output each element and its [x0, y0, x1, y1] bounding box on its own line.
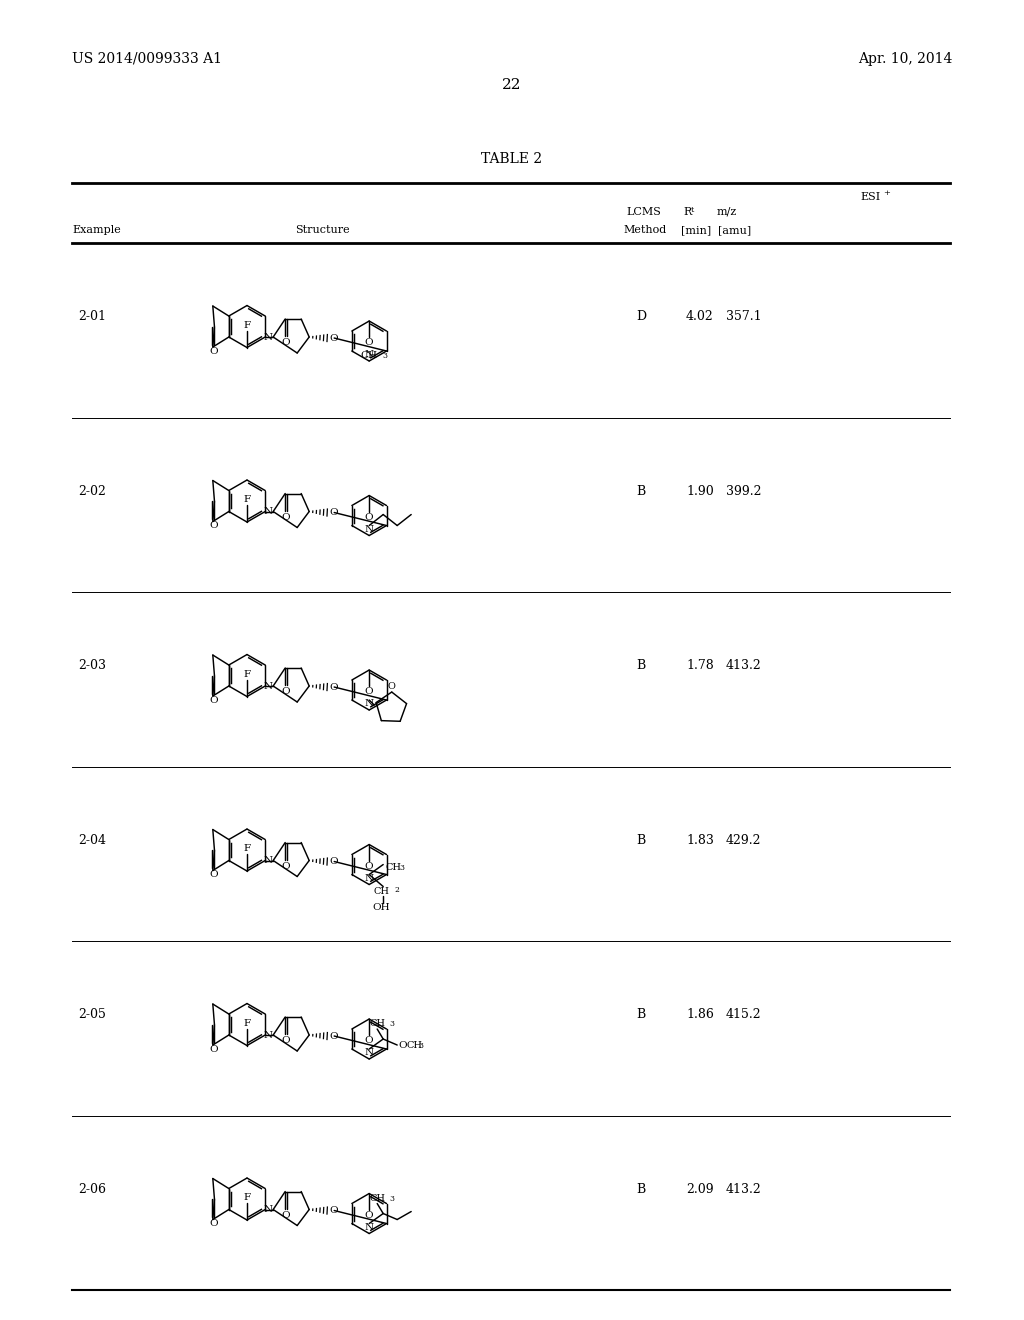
Text: Method: Method: [623, 224, 667, 235]
Text: O: O: [329, 334, 338, 342]
Text: O: O: [209, 870, 218, 879]
Text: [amu]: [amu]: [718, 224, 752, 235]
Text: LCMS: LCMS: [626, 207, 660, 216]
Text: N: N: [263, 507, 272, 516]
Text: 2-06: 2-06: [78, 1183, 106, 1196]
Text: B: B: [636, 1183, 645, 1196]
Text: O: O: [329, 1031, 338, 1040]
Text: 357.1: 357.1: [726, 310, 762, 323]
Text: O: O: [365, 512, 374, 521]
Text: O: O: [209, 521, 218, 531]
Text: O: O: [329, 508, 338, 517]
Text: 2-01: 2-01: [78, 310, 106, 323]
Text: +: +: [883, 189, 890, 197]
Text: N: N: [263, 333, 272, 342]
Text: 429.2: 429.2: [726, 833, 762, 846]
Text: 413.2: 413.2: [726, 659, 762, 672]
Text: [min]: [min]: [681, 224, 712, 235]
Text: O: O: [209, 696, 218, 705]
Text: O: O: [209, 1220, 218, 1228]
Text: O: O: [282, 1036, 291, 1045]
Text: N: N: [263, 857, 272, 865]
Text: N: N: [365, 1048, 374, 1057]
Text: 2-04: 2-04: [78, 833, 106, 846]
Text: 4.02: 4.02: [686, 310, 714, 323]
Text: O: O: [329, 682, 338, 692]
Text: D: D: [636, 310, 646, 323]
Text: 1.78: 1.78: [686, 659, 714, 672]
Text: Structure: Structure: [295, 224, 349, 235]
Text: N: N: [365, 350, 374, 359]
Text: O: O: [329, 1206, 338, 1214]
Text: Apr. 10, 2014: Apr. 10, 2014: [858, 51, 952, 66]
Text: N: N: [263, 681, 272, 690]
Text: O: O: [282, 686, 291, 696]
Text: O: O: [282, 338, 291, 347]
Text: F: F: [244, 1193, 251, 1203]
Text: 3: 3: [382, 352, 387, 360]
Text: 2-02: 2-02: [78, 484, 105, 498]
Text: O: O: [329, 857, 338, 866]
Text: O: O: [365, 686, 374, 696]
Text: CH: CH: [373, 887, 389, 895]
Text: O: O: [365, 1036, 374, 1045]
Text: 413.2: 413.2: [726, 1183, 762, 1196]
Text: O: O: [365, 862, 374, 870]
Text: 1.83: 1.83: [686, 833, 714, 846]
Text: F: F: [244, 321, 251, 330]
Text: 22: 22: [502, 78, 522, 92]
Text: 2.09: 2.09: [686, 1183, 714, 1196]
Text: ESI: ESI: [860, 191, 881, 202]
Text: R: R: [683, 207, 691, 216]
Text: F: F: [244, 1019, 251, 1027]
Text: N: N: [365, 1222, 374, 1232]
Text: 399.2: 399.2: [726, 484, 762, 498]
Text: 3: 3: [389, 1195, 394, 1203]
Text: 1.86: 1.86: [686, 1008, 714, 1022]
Text: N: N: [365, 524, 374, 533]
Text: O: O: [282, 1210, 291, 1220]
Text: 3: 3: [389, 1020, 394, 1028]
Text: N: N: [365, 700, 374, 708]
Text: O: O: [398, 1040, 407, 1049]
Text: O: O: [387, 682, 395, 692]
Text: 3: 3: [399, 863, 404, 871]
Text: F: F: [244, 843, 251, 853]
Text: CH: CH: [360, 351, 378, 360]
Text: O: O: [209, 1044, 218, 1053]
Text: O: O: [209, 347, 218, 355]
Text: F: F: [244, 669, 251, 678]
Text: N: N: [263, 1205, 272, 1214]
Text: F: F: [244, 495, 251, 504]
Text: N: N: [365, 874, 374, 883]
Text: O: O: [365, 1210, 374, 1220]
Text: TABLE 2: TABLE 2: [481, 152, 543, 166]
Text: CH: CH: [370, 1019, 385, 1028]
Text: Example: Example: [72, 224, 121, 235]
Text: 2: 2: [394, 886, 399, 894]
Text: 3: 3: [418, 1041, 423, 1049]
Text: B: B: [636, 659, 645, 672]
Text: O: O: [282, 862, 291, 870]
Text: CH: CH: [407, 1040, 422, 1049]
Text: B: B: [636, 484, 645, 498]
Text: N: N: [263, 1031, 272, 1040]
Text: 1.90: 1.90: [686, 484, 714, 498]
Text: m/z: m/z: [717, 207, 737, 216]
Text: US 2014/0099333 A1: US 2014/0099333 A1: [72, 51, 222, 66]
Text: 2-05: 2-05: [78, 1008, 105, 1022]
Text: B: B: [636, 833, 645, 846]
Text: O: O: [282, 512, 291, 521]
Text: O: O: [365, 338, 374, 347]
Text: CH: CH: [385, 862, 401, 871]
Text: 2-03: 2-03: [78, 659, 106, 672]
Text: OH: OH: [373, 903, 390, 912]
Text: 415.2: 415.2: [726, 1008, 762, 1022]
Text: B: B: [636, 1008, 645, 1022]
Text: t: t: [691, 206, 694, 214]
Text: CH: CH: [370, 1193, 385, 1203]
